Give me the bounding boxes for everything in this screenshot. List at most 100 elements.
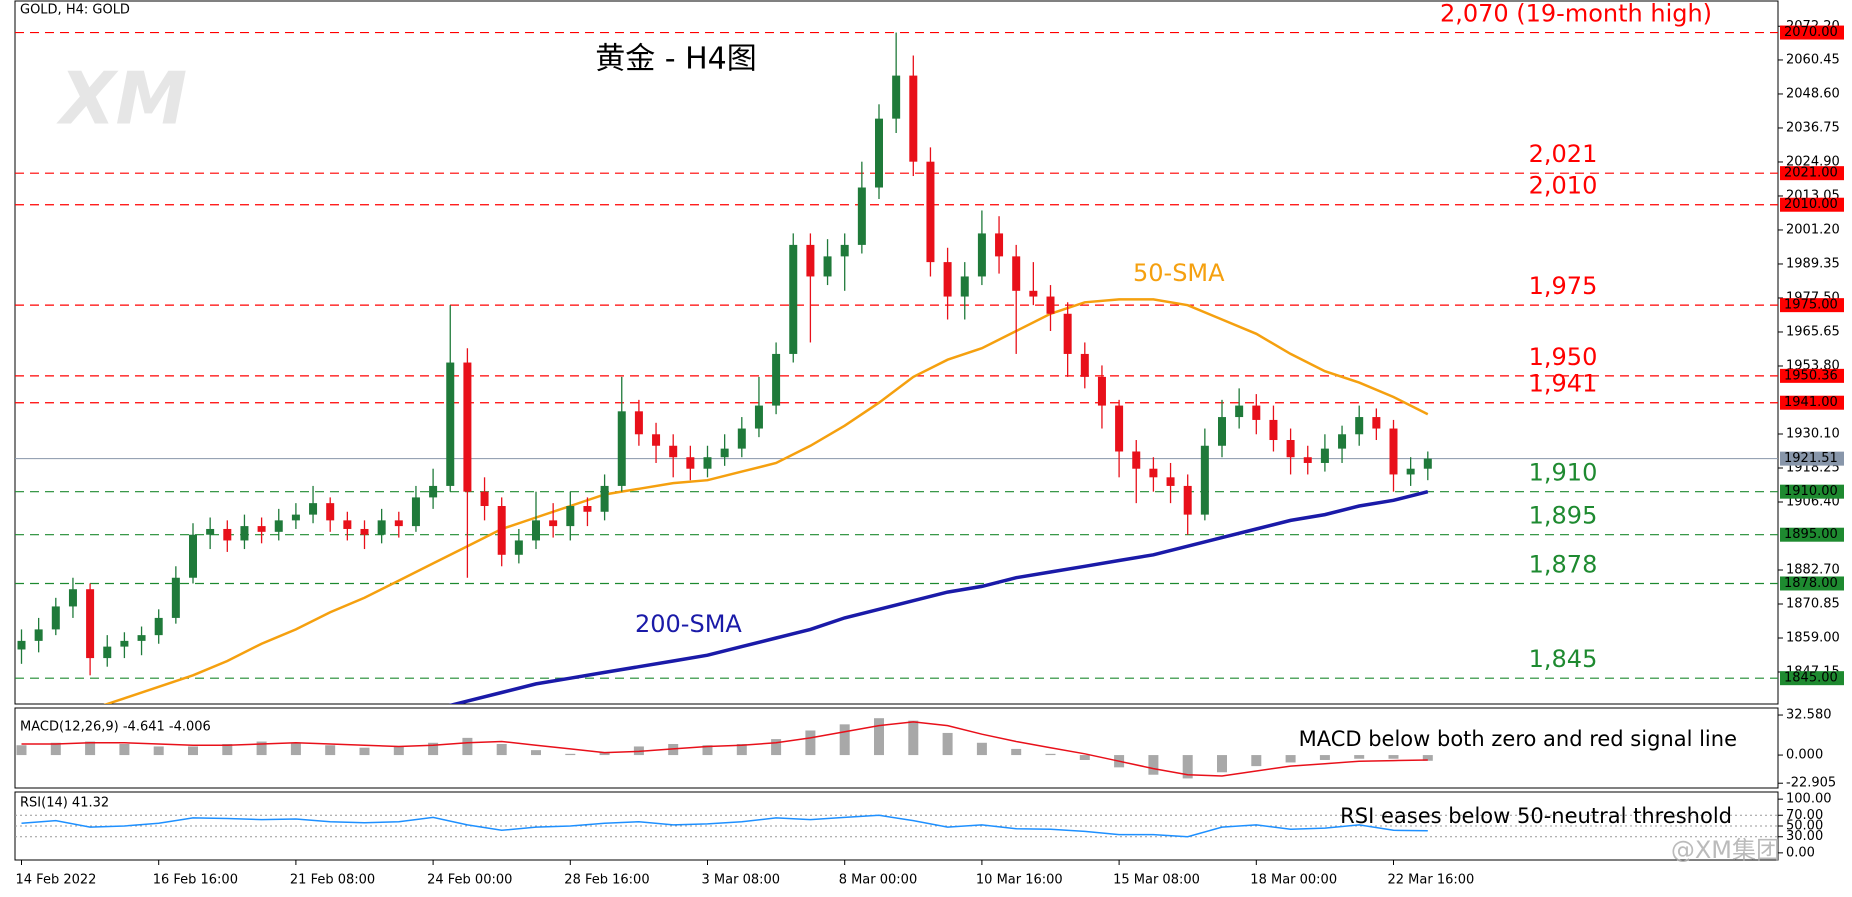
level-label: 1,941 [1529,370,1598,398]
last-price-tag [1780,451,1844,466]
macd-bar [805,730,816,756]
candle-body [1080,353,1089,377]
macd-bar [222,744,233,756]
level-tag-label: 1941.00 [1784,395,1838,410]
y-tick-label: 0.00 [1786,845,1815,860]
series-line [448,490,1429,704]
candle-body [86,589,95,659]
macd-bar [1217,755,1227,773]
y-tick-label: 1882.70 [1786,562,1840,577]
candle-body [1149,468,1158,478]
candle-body [51,606,60,630]
macd-bar [908,720,919,756]
x-tick-label: 18 Mar 00:00 [1250,873,1337,888]
x-tick-label: 24 Feb 00:00 [427,873,512,888]
logo: XM [56,57,187,141]
candle-body [823,256,832,277]
macd-bar [531,750,541,756]
candle-body [600,485,609,512]
candle-body [514,540,523,555]
macd-bar [736,744,747,756]
candle-body [1338,434,1347,449]
series-line [103,298,1429,704]
level-tag-label: 1910.00 [1784,484,1838,499]
candle-body [892,75,901,119]
level-tag-label: 1975.00 [1784,298,1838,313]
candle-body [1012,256,1021,291]
level-tag [1780,197,1844,212]
level-tag [1780,671,1844,686]
candle-body [291,514,300,521]
candle-body [789,244,798,354]
candle-body [120,640,129,647]
candle-body [1286,440,1295,458]
macd-bar [50,742,61,756]
y-tick-label: 2048.60 [1786,86,1840,101]
macd-bar [565,753,576,756]
candle-body [1183,485,1192,515]
level-tag-label: 2070.00 [1784,25,1838,40]
candle-body [960,276,969,297]
y-tick-label: 1989.35 [1786,256,1840,271]
candle-body [223,528,232,541]
candle-body [446,362,455,486]
y-tick-label: 2036.75 [1786,120,1840,135]
candle-body [326,503,335,521]
candle-body [1423,458,1432,469]
y-tick-label: 2001.20 [1786,222,1840,237]
macd-bar [771,739,782,756]
candle-body [1200,445,1209,515]
candle-body [686,457,695,469]
x-tick-label: 14 Feb 2022 [16,873,97,888]
candle-body [360,528,369,535]
macd-bar [1251,755,1262,767]
candle-body [754,405,763,429]
macd-panel [14,707,1779,789]
level-tag-label: 2021.00 [1784,166,1838,181]
candle-body [566,506,575,527]
level-label: 1,878 [1529,550,1598,578]
candle-body [840,244,849,257]
level-label: 1,895 [1529,502,1598,530]
level-tag [1780,368,1844,383]
macd-bar [1388,755,1399,759]
candle-body [875,118,883,188]
macd-bar [16,745,27,756]
candle-body [137,635,146,641]
candle-body [909,75,918,162]
plot-area [16,718,1433,779]
macd-bar [1354,755,1365,759]
legend-label: 50-SMA [1133,259,1225,287]
macd-bar [599,752,610,756]
macd-annotation: MACD below both zero and red signal line [1299,727,1737,751]
macd-bar [325,745,336,756]
plot-area [15,31,1778,704]
x-tick-label: 10 Mar 16:00 [976,873,1063,888]
level-tag-label: 1950.36 [1784,368,1838,383]
legend-label: 200-SMA [635,610,742,638]
candle-body [257,526,266,532]
candle-body [1406,468,1415,475]
candle-body [549,520,558,527]
candle-body [583,506,592,512]
macd-bar [1045,753,1056,756]
candle-body [17,640,26,650]
y-tick-label: 2024.90 [1786,154,1840,169]
y-tick-label: 70.00 [1786,808,1823,823]
macd-bar [1182,755,1193,779]
candle-body [1218,417,1226,446]
macd-bar [290,742,301,756]
candle-body [652,434,661,446]
macd-bar [1148,755,1159,775]
x-tick-label: 3 Mar 08:00 [702,873,781,888]
level-label: 1,950 [1529,343,1598,371]
x-tick-label: 21 Feb 08:00 [290,873,375,888]
level-tag [1780,25,1844,40]
level-tag [1780,484,1844,499]
candle-body [309,503,318,515]
candle-body [240,526,249,541]
macd-bar [393,746,404,756]
candle-body [772,353,781,406]
